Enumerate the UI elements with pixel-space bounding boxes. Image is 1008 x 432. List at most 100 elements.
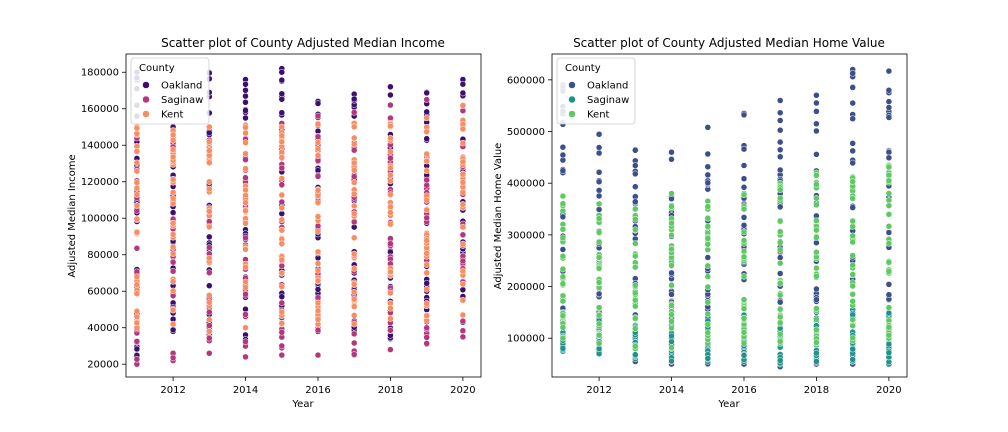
home-value-point-kent [559,280,567,287]
home-value-point-saginaw [885,349,893,357]
income-point-kent [278,256,286,264]
home-value-point-oakland [740,162,748,169]
income-point-saginaw [459,327,467,334]
home-value-point-kent [813,316,820,323]
home-value-point-kent [595,331,603,339]
home-value-point-kent [668,344,675,351]
income-point-kent [169,243,177,251]
income-point-kent [314,277,322,285]
income-point-kent [423,237,430,244]
home-value-point-kent [632,226,639,233]
home-value-point-oakland [740,175,748,182]
income-y-tick-label: 60000 [87,287,119,298]
income-point-saginaw [206,350,213,357]
income-point-kent [387,203,394,211]
home-value-point-kent [559,200,567,207]
income-point-saginaw [206,244,213,251]
income-point-kent [169,189,177,196]
income-point-kent [278,123,286,131]
income-point-oakland [387,83,394,91]
income-point-kent [350,303,358,310]
home-value-point-oakland [632,147,639,154]
home-value-point-oakland [776,138,784,146]
income-point-saginaw [278,342,286,350]
home-value-point-kent [704,321,712,328]
home-value-y-tick-label: 600000 [507,75,545,86]
home-value-point-oakland [885,67,893,75]
home-value-point-kent [559,273,567,281]
income-y-tick-label: 180000 [81,68,119,79]
income-point-oakland [278,90,286,98]
home-value-point-oakland [740,222,748,229]
income-point-kent [387,122,394,130]
home-value-point-kent [885,197,893,204]
income-point-kent [459,267,467,275]
income-point-kent [278,320,286,327]
home-value-point-kent [632,205,639,213]
home-value-point-oakland [595,149,603,157]
home-value-point-oakland [885,114,893,121]
income-legend-box [130,57,210,125]
income-point-saginaw [206,308,213,316]
home-value-point-kent [595,229,603,236]
home-value-point-kent [668,281,675,289]
home-value-point-oakland [740,214,748,221]
home-value-point-kent [668,324,675,332]
home-value-x-axis-label: Year [717,399,740,410]
home-value-point-kent [704,214,712,222]
income-point-saginaw [423,176,430,184]
income-point-kent [314,316,322,323]
home-value-point-oakland [668,156,675,163]
home-value-point-kent [559,265,567,273]
home-value-point-oakland [559,213,567,221]
home-value-point-saginaw [559,345,567,352]
income-point-kent [423,261,430,268]
home-value-point-kent [849,223,856,230]
home-value-point-oakland [704,179,712,187]
income-point-kent [350,234,358,242]
income-point-saginaw [423,96,430,103]
income-y-tick-label: 120000 [81,177,119,188]
income-point-kent [206,147,213,154]
income-point-kent [350,312,358,319]
income-point-saginaw [459,231,467,239]
income-point-oakland [242,99,249,106]
home-value-point-kent [595,312,603,319]
home-value-point-oakland [885,281,893,288]
income-point-kent [242,263,249,271]
home-value-point-kent [885,190,893,197]
home-value-point-kent [813,201,820,209]
income-point-kent [278,148,286,156]
income-point-saginaw [169,354,177,362]
home-value-y-tick-label: 300000 [507,230,545,241]
income-point-kent [459,170,467,178]
income-point-kent [350,167,358,174]
home-value-point-oakland [885,98,893,105]
home-value-point-kent [740,191,748,199]
home-value-point-kent [559,192,567,200]
home-value-point-oakland [704,150,712,158]
home-value-point-kent [668,245,675,253]
home-value-point-saginaw [632,351,639,358]
income-point-kent [169,231,177,238]
home-value-y-ticks: 100000 200000 300000 400000 500000 600000 [507,75,552,345]
home-value-point-kent [740,205,748,213]
income-point-kent [350,281,358,288]
home-value-point-kent [740,329,748,336]
income-point-kent [133,124,141,132]
income-point-kent [350,123,358,131]
home-value-point-kent [632,240,639,247]
home-value-point-kent [776,194,784,202]
income-point-kent [206,159,213,166]
home-value-point-kent [740,296,748,303]
home-value-point-kent [813,339,820,346]
income-point-kent [423,250,430,257]
income-point-oakland [278,76,286,84]
income-point-kent [350,320,358,328]
income-point-kent [314,267,322,274]
home-value-point-kent [559,297,567,305]
home-value-x-tick-label: 2014 [659,385,684,396]
income-point-saginaw [242,234,249,242]
income-point-kent [350,159,358,167]
income-legend-title: County [139,63,175,74]
